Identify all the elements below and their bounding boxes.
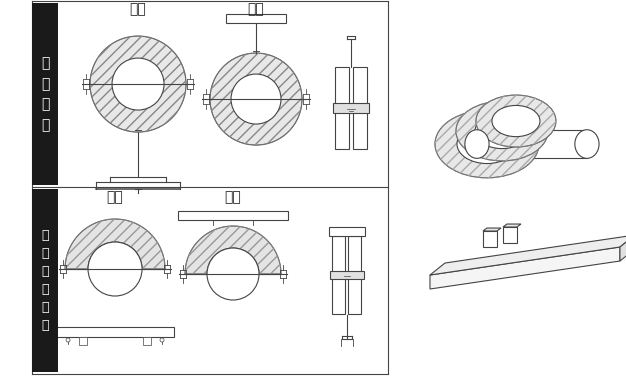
- Bar: [143, 337, 151, 345]
- Polygon shape: [65, 219, 165, 269]
- Polygon shape: [185, 226, 281, 274]
- Bar: [32, 3, 58, 185]
- Ellipse shape: [435, 110, 539, 178]
- Text: 吊装: 吊装: [248, 2, 264, 16]
- Bar: [348, 236, 361, 314]
- Text: 倒装: 倒装: [225, 190, 242, 204]
- Circle shape: [112, 58, 164, 110]
- Circle shape: [66, 338, 70, 342]
- Bar: [483, 231, 497, 247]
- Circle shape: [207, 248, 259, 300]
- Polygon shape: [503, 224, 521, 227]
- Polygon shape: [430, 235, 626, 275]
- Bar: [79, 337, 87, 345]
- Bar: [32, 189, 58, 372]
- Bar: [330, 271, 364, 279]
- Polygon shape: [483, 228, 501, 231]
- Polygon shape: [620, 235, 626, 261]
- Circle shape: [160, 338, 164, 342]
- Bar: [503, 227, 517, 243]
- Circle shape: [231, 74, 281, 124]
- Circle shape: [210, 53, 302, 145]
- Bar: [329, 227, 365, 236]
- Bar: [178, 211, 288, 220]
- Ellipse shape: [457, 125, 517, 164]
- Ellipse shape: [475, 113, 529, 149]
- Text: 保
温
平
底
座
码: 保 温 平 底 座 码: [41, 229, 49, 332]
- Text: 保
温
圆
码: 保 温 圆 码: [41, 56, 49, 132]
- Circle shape: [88, 242, 142, 296]
- Bar: [353, 67, 367, 149]
- Text: 座装: 座装: [130, 2, 146, 16]
- Bar: [56, 327, 174, 337]
- Text: 座装: 座装: [106, 190, 123, 204]
- Polygon shape: [430, 247, 620, 289]
- Bar: [335, 67, 349, 149]
- Ellipse shape: [465, 130, 489, 158]
- Circle shape: [90, 36, 186, 132]
- Bar: [332, 236, 345, 314]
- Ellipse shape: [492, 105, 540, 137]
- Ellipse shape: [456, 101, 548, 161]
- Bar: [226, 14, 286, 23]
- Ellipse shape: [476, 95, 556, 147]
- Ellipse shape: [575, 130, 599, 158]
- Bar: [333, 103, 369, 113]
